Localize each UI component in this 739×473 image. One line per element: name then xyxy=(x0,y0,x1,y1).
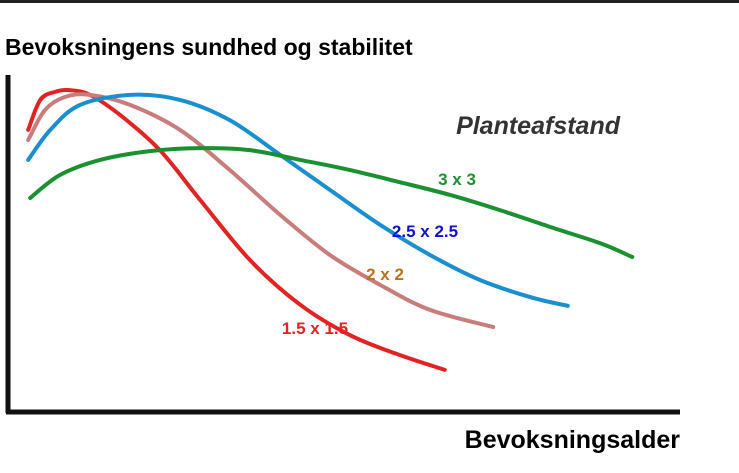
legend-title: Planteafstand xyxy=(456,112,621,140)
series-line xyxy=(26,87,447,372)
series-label: 1.5 x 1.5 xyxy=(282,319,348,338)
series-label: 2.5 x 2.5 xyxy=(392,222,458,241)
series-label: 2 x 2 xyxy=(366,265,404,284)
series-line xyxy=(26,92,496,330)
series-label: 3 x 3 xyxy=(438,170,476,189)
top-border xyxy=(0,0,739,3)
chart-title: Bevoksningens sundhed og stabilitet xyxy=(5,34,413,60)
series-line xyxy=(28,146,635,259)
x-axis-label: Bevoksningsalder xyxy=(465,426,681,454)
